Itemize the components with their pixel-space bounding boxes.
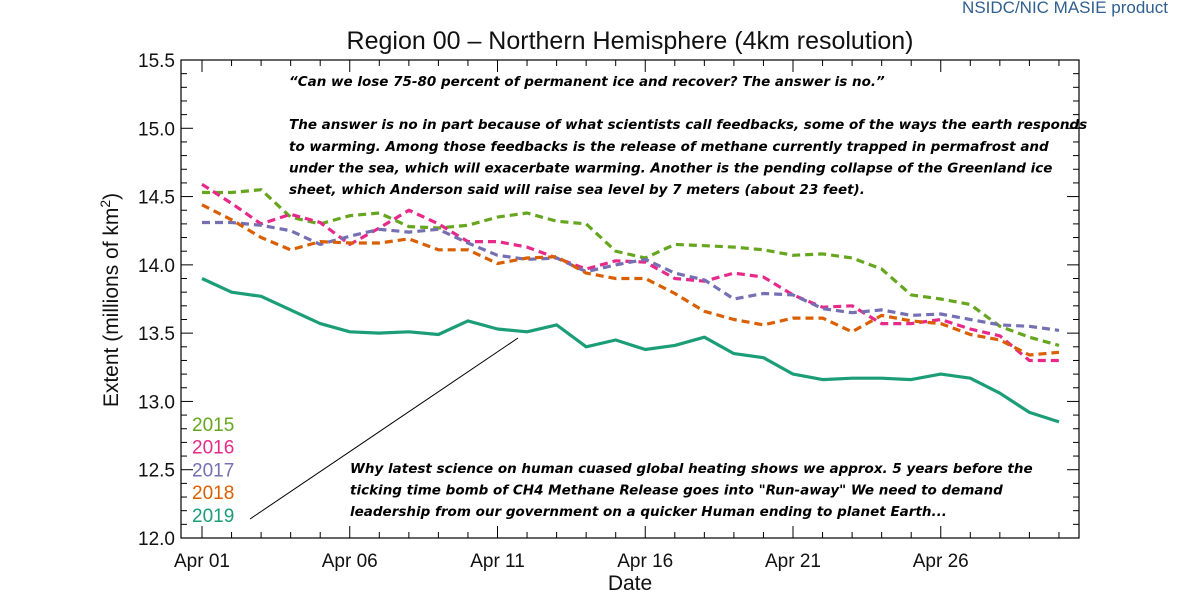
legend-entry-2018: 2018 bbox=[192, 483, 234, 504]
x-tick-label: Apr 21 bbox=[765, 551, 821, 572]
quote-line: to warming. Among those feedbacks is the… bbox=[289, 139, 1049, 155]
x-tick-label: Apr 06 bbox=[322, 551, 378, 572]
legend-entry-2019: 2019 bbox=[192, 506, 234, 527]
x-tick-label: Apr 26 bbox=[913, 551, 969, 572]
series-line-2019 bbox=[201, 277, 1060, 424]
comment-line: leadership from our government on a quic… bbox=[350, 504, 947, 520]
series-layer bbox=[201, 182, 1060, 424]
axes: 12.0 12.5 13.0 13.5 14.0 14.5 15.0 15.5 Apr 01 Ap… bbox=[138, 51, 1080, 572]
y-tick-label: 15.5 bbox=[138, 51, 175, 72]
quote-line: under the sea, which will exacerbate war… bbox=[289, 160, 1052, 176]
x-tick-label: Apr 01 bbox=[174, 551, 230, 572]
y-tick-label: 15.0 bbox=[138, 119, 175, 140]
comment-line: Why latest science on human cuased globa… bbox=[350, 461, 1033, 477]
product-credit: NSIDC/NIC MASIE product bbox=[962, 0, 1168, 17]
y-tick-label: 14.5 bbox=[138, 188, 175, 209]
series-line-2018 bbox=[201, 203, 1060, 357]
y-axis-title: Extent (millions of km2) bbox=[97, 193, 123, 407]
annotation-arrow-line bbox=[249, 337, 519, 520]
series-line-2017 bbox=[202, 220, 1060, 332]
annotation-pointer bbox=[249, 337, 519, 520]
x-tick-label: Apr 11 bbox=[470, 551, 525, 572]
comment-annotation: Why latest science on human cuased globa… bbox=[350, 461, 1033, 520]
quote-line: The answer is no in part because of what… bbox=[289, 117, 1087, 133]
quote-line: “Can we lose 75-80 percent of permanent … bbox=[289, 74, 885, 90]
y-axis-title-exponent: 2 bbox=[97, 200, 113, 208]
legend-entry-2016: 2016 bbox=[192, 438, 234, 459]
series-line-2016 bbox=[201, 182, 1059, 363]
x-tick-label: Apr 16 bbox=[617, 551, 673, 572]
comment-line: ticking time bomb of CH4 Methane Release… bbox=[350, 483, 1003, 499]
quote-annotation: “Can we lose 75-80 percent of permanent … bbox=[289, 74, 1087, 198]
y-tick-label: 12.0 bbox=[138, 529, 175, 550]
svg-text:Extent (millions of km2): Extent (millions of km2) bbox=[97, 193, 123, 407]
y-axis-title-text: Extent (millions of km bbox=[100, 208, 123, 408]
chart-title: Region 00 – Northern Hemisphere (4km res… bbox=[347, 27, 914, 55]
quote-line: sheet, which Anderson said will raise se… bbox=[289, 182, 865, 198]
y-tick-label: 13.5 bbox=[138, 324, 175, 345]
y-axis-title-close: ) bbox=[100, 193, 123, 200]
y-tick-label: 14.0 bbox=[138, 256, 175, 277]
legend-entry-2017: 2017 bbox=[192, 460, 234, 481]
series-line-2015 bbox=[202, 188, 1060, 347]
y-tick-label: 12.5 bbox=[138, 461, 175, 482]
legend-entry-2015: 2015 bbox=[192, 415, 234, 436]
y-tick-label: 13.0 bbox=[138, 392, 175, 413]
plot-frame bbox=[180, 59, 1080, 539]
x-axis-title: Date bbox=[608, 572, 652, 595]
